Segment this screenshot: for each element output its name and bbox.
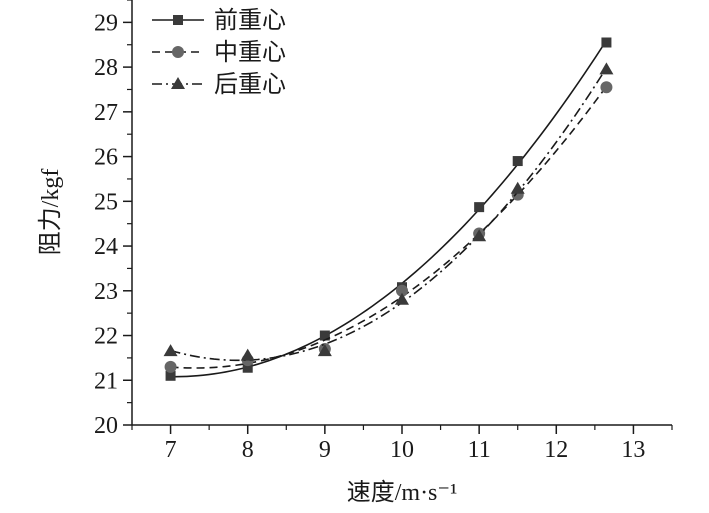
y-tick-label: 27	[94, 100, 118, 126]
x-tick-label: 13	[621, 437, 645, 463]
data-point	[317, 344, 332, 357]
series-layer	[163, 37, 614, 381]
data-point	[240, 348, 255, 361]
y-tick-label: 25	[94, 189, 118, 215]
data-point	[600, 81, 613, 94]
data-point	[319, 330, 330, 341]
y-tick-label: 22	[94, 324, 118, 350]
y-tick-label: 20	[94, 413, 118, 439]
legend-item-2: 中重心	[152, 39, 286, 66]
data-point	[474, 202, 485, 213]
data-point	[599, 62, 614, 75]
series-line	[170, 85, 608, 369]
legend-item-1: 前重心	[152, 7, 286, 34]
legend-label: 中重心	[214, 39, 286, 66]
data-point	[472, 229, 487, 242]
legend-marker	[173, 15, 183, 25]
x-tick-label: 12	[544, 437, 568, 463]
x-tick-label: 8	[242, 437, 254, 463]
y-tick-label: 28	[94, 55, 118, 81]
data-point	[601, 37, 612, 48]
x-tick-label: 9	[319, 437, 331, 463]
data-point	[165, 370, 176, 381]
legend-marker	[171, 77, 185, 89]
data-point	[510, 181, 525, 194]
series-line	[170, 67, 608, 362]
data-point	[396, 284, 408, 297]
legend-label: 后重心	[214, 71, 286, 98]
y-axis-label: 阻力/kgf	[37, 169, 64, 256]
data-point	[164, 360, 177, 373]
legend-marker	[172, 46, 184, 58]
x-tick-label: 7	[165, 437, 177, 463]
y-tick-label: 26	[94, 145, 118, 171]
y-tick-label: 29	[94, 10, 118, 36]
axes: 7 8 9 10 11 12 13 20 21 22 23 24 25 26 27 28 29	[94, 0, 673, 463]
x-tick-label: 11	[468, 437, 491, 463]
y-tick-label: 23	[94, 279, 118, 305]
y-tick-label: 21	[94, 368, 118, 394]
data-point	[512, 156, 523, 167]
y-tick-label: 24	[94, 234, 118, 260]
x-tick-label: 10	[390, 437, 414, 463]
data-point	[163, 344, 178, 357]
series-3	[163, 62, 614, 362]
legend-item-3: 后重心	[152, 71, 286, 98]
data-point	[242, 362, 253, 373]
x-axis-label: 速度/m·s⁻¹	[347, 479, 458, 506]
series-2	[164, 81, 613, 373]
data-point	[395, 292, 409, 305]
legend-label: 前重心	[214, 7, 286, 34]
